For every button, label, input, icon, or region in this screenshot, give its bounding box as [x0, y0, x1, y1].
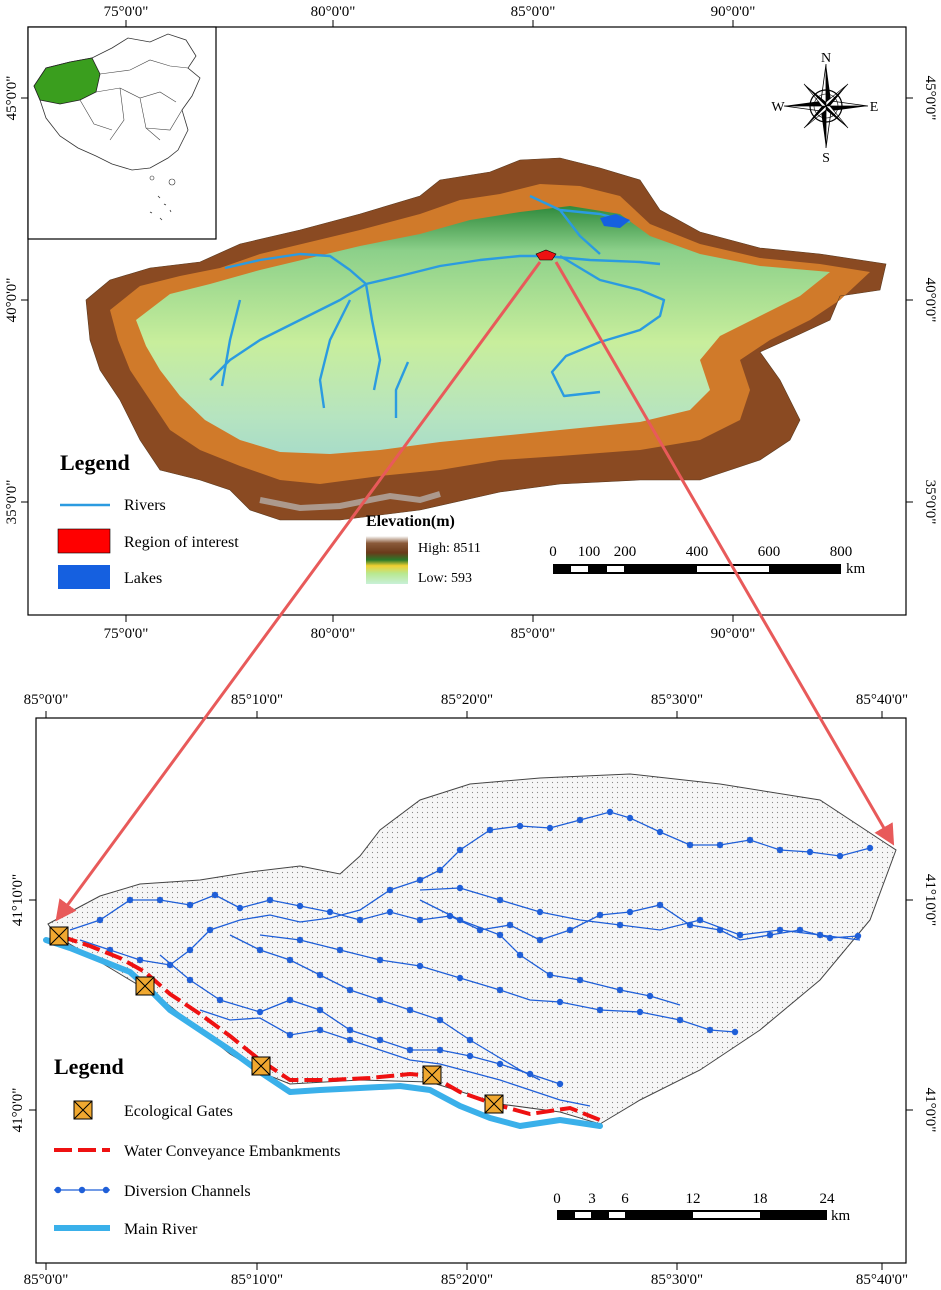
bottom-legend-title: Legend — [54, 1054, 124, 1079]
top-scale-tick-0: 0 — [549, 544, 557, 560]
top-lat-label-40-left: 40°0'0" — [4, 278, 20, 323]
compass-s: S — [822, 151, 830, 166]
bottom-map-ticks — [29, 711, 913, 1270]
top-lon-label-90-bottom: 90°0'0" — [711, 626, 756, 642]
legend-roi-label: Region of interest — [124, 534, 239, 551]
bottom-lon-label-85-30-top: 85°30'0" — [651, 692, 703, 708]
zoom-arrow-left — [55, 261, 542, 922]
bottom-lon-label-85-40-bottom: 85°40'0" — [856, 1272, 908, 1288]
compass-w: W — [771, 100, 785, 115]
main-river — [43, 937, 603, 1129]
top-lon-label-75-bottom: 75°0'0" — [104, 626, 149, 642]
elevation-title: Elevation(m) — [366, 513, 455, 530]
bottom-lon-label-85-10-bottom: 85°10'0" — [231, 1272, 283, 1288]
top-scale-unit: km — [846, 561, 866, 577]
top-lon-label-80-top: 80°0'0" — [311, 4, 356, 20]
top-scale-tick-600: 600 — [758, 544, 781, 560]
legend-channel-label: Diversion Channels — [124, 1183, 251, 1200]
bottom-lon-label-85-40-top: 85°40'0" — [856, 692, 908, 708]
legend-lakes-label: Lakes — [124, 570, 162, 587]
compass-n: N — [821, 51, 831, 66]
bottom-scale-tick-3: 3 — [588, 1191, 596, 1207]
terrain-map — [85, 157, 887, 521]
bottom-legend: Legend Ecological Gates Water Conveyance… — [54, 1054, 340, 1238]
ecological-gate — [49, 926, 69, 946]
top-scale-tick-400: 400 — [686, 544, 709, 560]
ecological-gate — [251, 1056, 271, 1076]
bottom-lon-label-85-10-top: 85°10'0" — [231, 692, 283, 708]
top-legend: Legend Rivers Region of interest Lakes — [57, 450, 239, 589]
bottom-scale-tick-12: 12 — [686, 1191, 701, 1207]
top-lat-label-40-right: 40°0'0" — [922, 278, 938, 323]
top-legend-title: Legend — [60, 450, 130, 475]
inset-china-map — [27, 26, 217, 240]
zoom-arrow-right — [554, 261, 895, 846]
lake-shape — [600, 214, 630, 228]
legend-main-river-label: Main River — [124, 1221, 198, 1238]
top-lon-label-90-top: 90°0'0" — [711, 4, 756, 20]
legend-roi-symbol — [57, 528, 111, 554]
bottom-scale-tick-24: 24 — [820, 1191, 836, 1207]
bottom-lat-label-41-00-left: 41°0'0" — [10, 1088, 26, 1133]
legend-rivers-label: Rivers — [124, 497, 166, 514]
top-map: 75°0'0" 80°0'0" 85°0'0" 90°0'0" 75°0'0" … — [4, 4, 938, 642]
diversion-channels — [69, 811, 871, 1107]
legend-lakes-symbol — [58, 565, 110, 589]
top-lon-label-75-top: 75°0'0" — [104, 4, 149, 20]
elevation-legend: Elevation(m) High: 8511 Low: 593 — [366, 513, 481, 586]
bottom-lon-label-85-00-top: 85°0'0" — [24, 692, 69, 708]
compass-rose: N S E W — [771, 51, 878, 166]
ecological-gate — [135, 976, 155, 996]
elevation-low: Low: 593 — [418, 571, 472, 586]
ecological-gate — [484, 1094, 504, 1114]
top-scale-tick-800: 800 — [830, 544, 853, 560]
top-lat-label-45-left: 45°0'0" — [4, 76, 20, 121]
bottom-lat-label-41-10-left: 41°10'0" — [10, 874, 26, 926]
channel-nodes — [96, 808, 874, 1088]
terrain-basin — [136, 206, 830, 454]
region-of-interest-marker — [535, 249, 557, 261]
bottom-scale-bar: 0 3 6 12 18 24 km — [553, 1191, 850, 1224]
top-map-ticks — [21, 20, 913, 622]
top-lat-label-45-right: 45°0'0" — [922, 76, 938, 121]
top-scale-tick-200: 200 — [614, 544, 637, 560]
bottom-lon-label-85-30-bottom: 85°30'0" — [651, 1272, 703, 1288]
elevation-color-ramp — [366, 536, 408, 584]
top-lat-label-35-right: 35°0'0" — [922, 480, 938, 525]
legend-gate-symbol — [73, 1100, 93, 1120]
bottom-lat-label-41-10-right: 41°10'0" — [922, 874, 938, 926]
zoom-arrows — [55, 261, 895, 922]
bottom-scale-tick-6: 6 — [621, 1191, 629, 1207]
top-scale-tick-100: 100 — [578, 544, 601, 560]
ecological-gates — [49, 926, 504, 1114]
bottom-scale-tick-0: 0 — [553, 1191, 561, 1207]
ecological-gate — [422, 1065, 442, 1085]
bottom-lon-label-85-20-top: 85°20'0" — [441, 692, 493, 708]
top-lon-label-80-bottom: 80°0'0" — [311, 626, 356, 642]
compass-e: E — [870, 100, 879, 115]
legend-embankment-label: Water Conveyance Embankments — [124, 1143, 340, 1160]
bottom-lat-label-41-00-right: 41°0'0" — [922, 1088, 938, 1133]
bottom-scale-unit: km — [831, 1208, 851, 1224]
legend-gates-label: Ecological Gates — [124, 1103, 233, 1120]
top-lat-label-35-left: 35°0'0" — [4, 480, 20, 525]
top-lon-label-85-top: 85°0'0" — [511, 4, 556, 20]
bottom-lon-label-85-00-bottom: 85°0'0" — [24, 1272, 69, 1288]
bottom-scale-tick-18: 18 — [753, 1191, 768, 1207]
rivers — [209, 194, 666, 418]
top-lon-label-85-bottom: 85°0'0" — [511, 626, 556, 642]
bottom-lon-label-85-20-bottom: 85°20'0" — [441, 1272, 493, 1288]
xinjiang-highlight — [33, 57, 101, 105]
bottom-map: 85°0'0" 85°10'0" 85°20'0" 85°30'0" 85°40… — [10, 692, 938, 1288]
elevation-high: High: 8511 — [418, 541, 481, 556]
